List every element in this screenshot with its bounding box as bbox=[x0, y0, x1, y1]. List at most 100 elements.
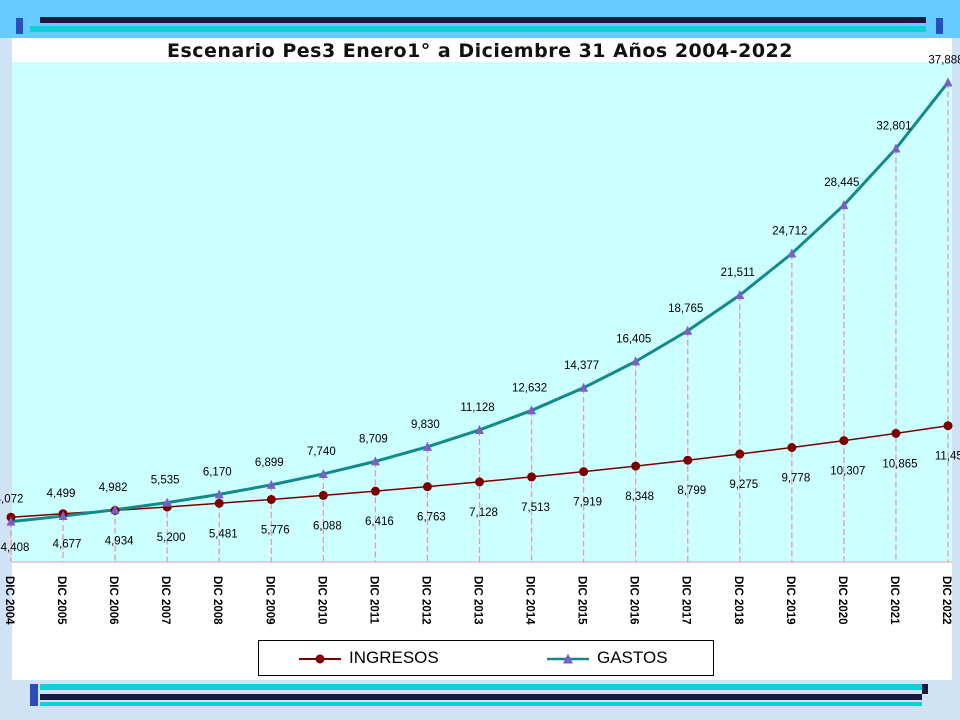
x-tick-label: DIC 2021 bbox=[888, 576, 900, 625]
x-tick-label: DIC 2012 bbox=[419, 576, 431, 625]
x-tick-label: DIC 2009 bbox=[263, 576, 275, 625]
deco-bar-bottom-light bbox=[40, 684, 922, 690]
legend-item-ingresos: INGRESOS bbox=[297, 648, 439, 668]
data-point-ingresos bbox=[787, 442, 797, 452]
x-tick-label: DIC 2017 bbox=[680, 576, 692, 625]
data-point-gastos bbox=[266, 479, 276, 489]
data-point-ingresos bbox=[891, 428, 901, 438]
x-tick-label: DIC 2019 bbox=[784, 576, 796, 625]
data-label-ingresos: 10,865 bbox=[882, 458, 917, 470]
legend-marker-gastos bbox=[547, 653, 589, 664]
data-point-ingresos bbox=[735, 449, 745, 459]
x-tick-label: DIC 2014 bbox=[524, 576, 536, 625]
data-label-ingresos: 5,776 bbox=[261, 524, 290, 536]
x-tick-label: DIC 2006 bbox=[107, 576, 119, 625]
deco-square-top-left bbox=[16, 18, 23, 34]
data-label-ingresos: 5,481 bbox=[209, 528, 238, 540]
deco-bar-top-dark bbox=[40, 17, 926, 23]
deco-square-bottom-right bbox=[922, 684, 928, 694]
data-label-gastos: 11,128 bbox=[460, 402, 494, 414]
deco-square-top-right bbox=[936, 18, 943, 34]
data-label-gastos: 24,712 bbox=[772, 226, 807, 238]
data-label-gastos: 9,830 bbox=[411, 419, 440, 431]
data-label-gastos: 6,899 bbox=[255, 457, 284, 469]
x-tick-label: DIC 2018 bbox=[732, 576, 744, 625]
data-point-gastos bbox=[318, 468, 328, 478]
data-label-ingresos: 11,454 bbox=[935, 451, 960, 463]
data-label-ingresos: 4,934 bbox=[105, 535, 134, 547]
data-label-gastos: 28,445 bbox=[824, 177, 859, 189]
data-label-gastos: 21,511 bbox=[721, 267, 755, 279]
data-point-ingresos bbox=[943, 421, 953, 431]
x-tick-label: DIC 2005 bbox=[55, 576, 67, 625]
data-point-gastos bbox=[891, 143, 901, 153]
data-point-gastos bbox=[370, 456, 380, 466]
data-point-gastos bbox=[58, 511, 68, 521]
data-point-gastos bbox=[214, 489, 224, 499]
data-point-gastos bbox=[162, 497, 172, 507]
plot-area bbox=[12, 62, 952, 562]
data-label-gastos: 14,377 bbox=[564, 360, 599, 372]
x-tick-label: DIC 2022 bbox=[940, 576, 952, 625]
x-tick-label: DIC 2010 bbox=[315, 576, 327, 625]
data-point-gastos bbox=[475, 424, 484, 434]
chart-title: Escenario Pes3 Enero1° a Diciembre 31 Añ… bbox=[166, 40, 793, 62]
data-point-gastos bbox=[527, 405, 537, 415]
data-point-ingresos bbox=[214, 498, 224, 508]
data-label-ingresos: 9,275 bbox=[729, 479, 758, 491]
data-label-ingresos: 8,799 bbox=[677, 485, 706, 497]
legend-marker-ingresos bbox=[299, 654, 341, 664]
data-label-ingresos: 6,088 bbox=[313, 520, 342, 532]
data-label-gastos: 32,801 bbox=[876, 120, 911, 132]
data-label-gastos: 7,740 bbox=[307, 446, 336, 458]
data-label-ingresos: 7,919 bbox=[573, 497, 602, 509]
legend: INGRESOS GASTOS bbox=[258, 640, 714, 676]
data-label-gastos: 8,709 bbox=[359, 433, 388, 445]
legend-label-ingresos: INGRESOS bbox=[349, 648, 439, 667]
data-point-ingresos bbox=[266, 494, 276, 504]
data-label-gastos: 4,499 bbox=[47, 488, 76, 500]
data-label-gastos: 4,072 bbox=[0, 494, 23, 506]
deco-bar-bottom-light-2 bbox=[40, 702, 922, 706]
data-point-ingresos bbox=[527, 472, 537, 482]
data-point-gastos bbox=[579, 382, 589, 392]
data-point-ingresos bbox=[318, 490, 328, 500]
data-label-gastos: 37,888 bbox=[928, 54, 960, 66]
data-label-ingresos: 5,200 bbox=[157, 532, 186, 544]
deco-bar-top-light bbox=[30, 26, 926, 32]
data-label-ingresos: 8,348 bbox=[625, 491, 654, 503]
x-tick-label: DIC 2016 bbox=[628, 576, 640, 625]
data-point-gastos bbox=[943, 77, 953, 87]
data-label-gastos: 18,765 bbox=[668, 303, 703, 315]
data-label-ingresos: 4,408 bbox=[1, 542, 30, 554]
data-point-gastos bbox=[839, 200, 849, 210]
data-label-gastos: 4,982 bbox=[99, 482, 128, 494]
data-label-ingresos: 9,778 bbox=[781, 472, 810, 484]
data-point-gastos bbox=[631, 356, 641, 366]
data-point-gastos bbox=[422, 441, 432, 451]
data-point-gastos bbox=[735, 290, 745, 300]
data-label-ingresos: 7,513 bbox=[521, 502, 550, 514]
data-label-ingresos: 7,128 bbox=[469, 507, 498, 519]
data-point-ingresos bbox=[475, 477, 484, 487]
x-tick-label: DIC 2011 bbox=[367, 576, 379, 625]
data-point-ingresos bbox=[370, 486, 380, 496]
data-point-gastos bbox=[6, 516, 16, 526]
data-label-gastos: 5,535 bbox=[151, 475, 180, 487]
data-label-ingresos: 4,677 bbox=[53, 539, 82, 551]
data-point-ingresos bbox=[631, 461, 641, 471]
x-tick-label: DIC 2004 bbox=[3, 576, 15, 625]
legend-label-gastos: GASTOS bbox=[597, 648, 668, 667]
data-label-ingresos: 6,416 bbox=[365, 516, 394, 528]
x-tick-label: DIC 2015 bbox=[576, 576, 588, 625]
x-tick-label: DIC 2008 bbox=[211, 576, 223, 625]
x-tick-label: DIC 2020 bbox=[836, 576, 848, 625]
data-label-ingresos: 10,307 bbox=[830, 466, 865, 478]
x-tick-label: DIC 2007 bbox=[159, 576, 171, 625]
data-point-gastos bbox=[787, 248, 797, 258]
data-point-gastos bbox=[683, 325, 693, 335]
data-point-ingresos bbox=[422, 482, 432, 492]
x-tick-label: DIC 2013 bbox=[472, 576, 484, 625]
data-point-gastos bbox=[110, 504, 120, 514]
